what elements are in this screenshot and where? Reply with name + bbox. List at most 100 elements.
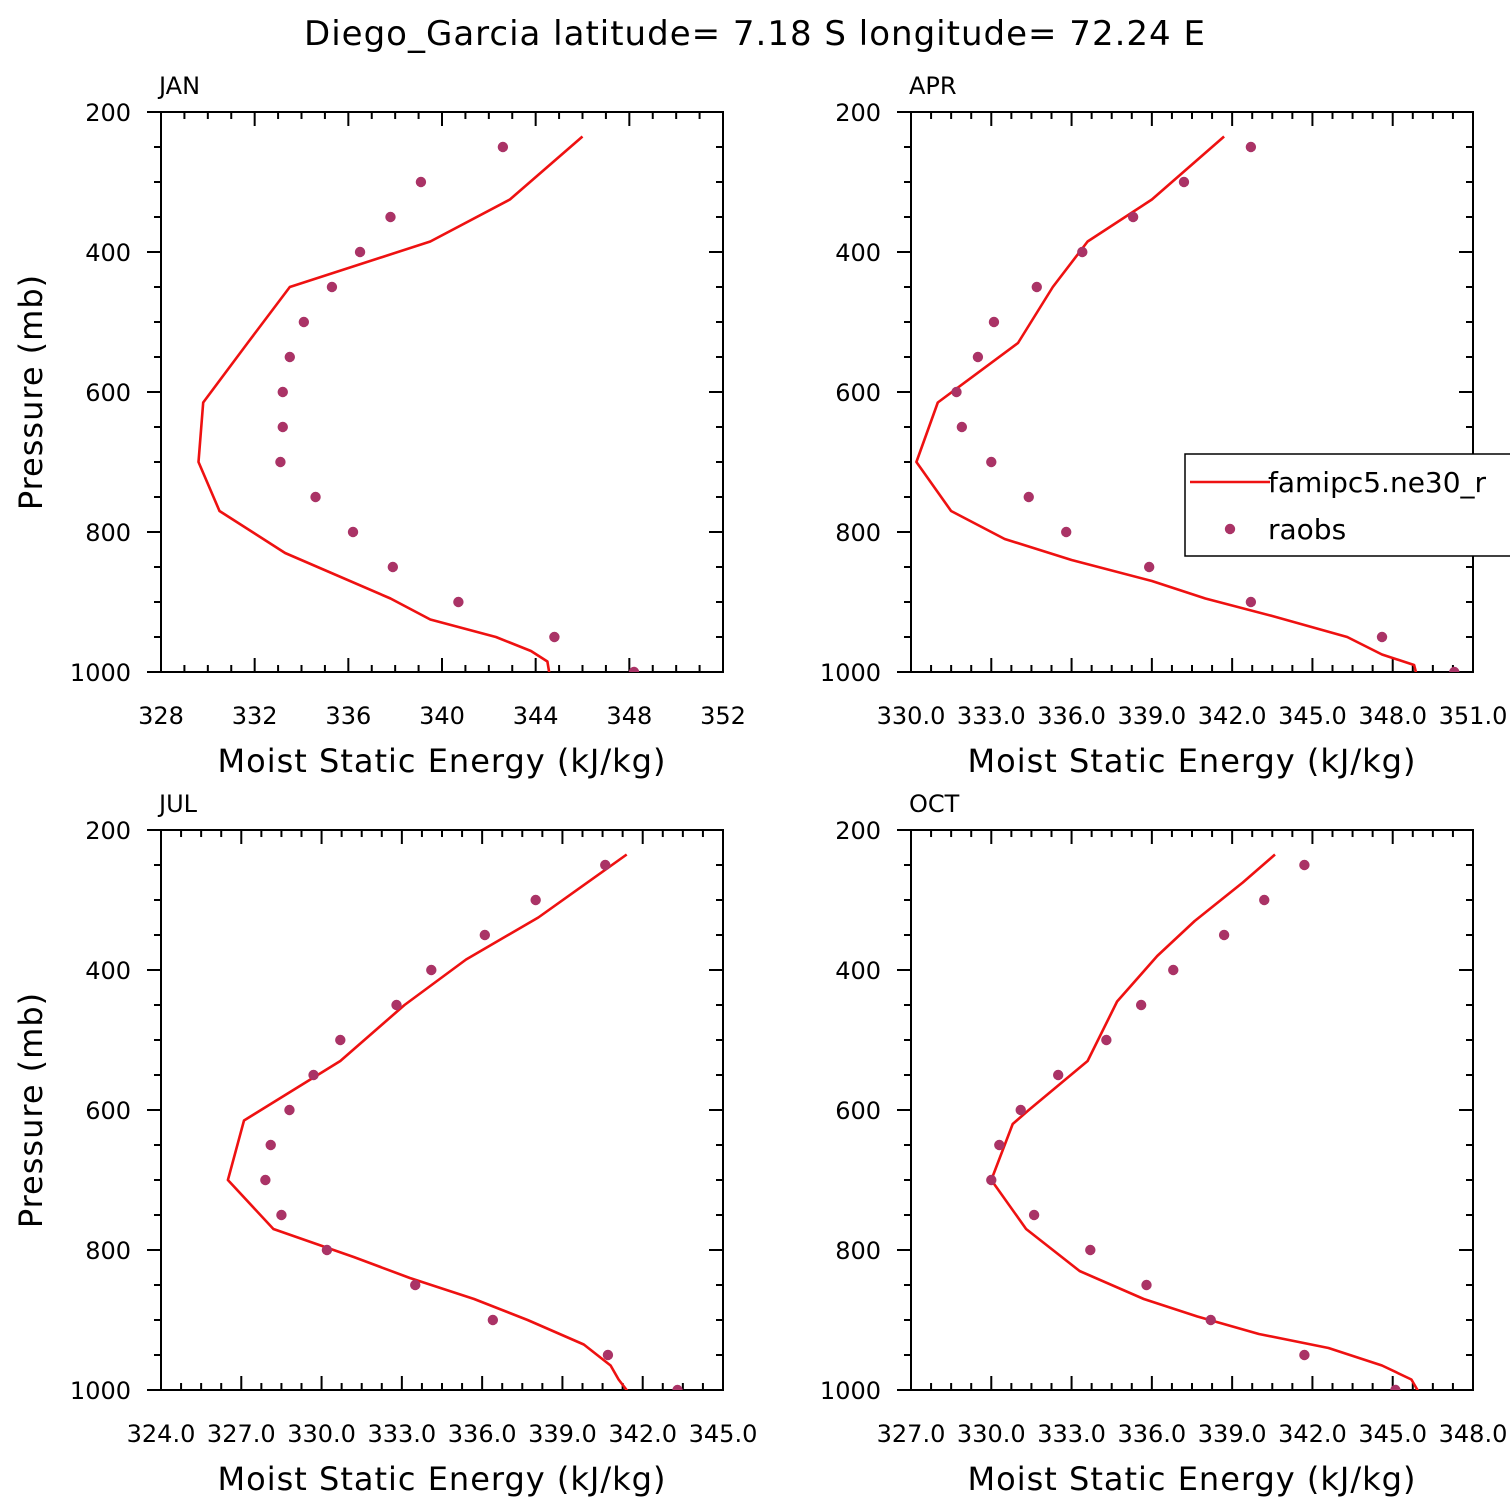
obs-point (1031, 281, 1042, 293)
plot-frame (160, 829, 724, 1391)
y-tick-label: 800 (85, 1237, 131, 1265)
obs-point (277, 421, 288, 433)
obs-point (284, 351, 295, 363)
obs-point (335, 1034, 346, 1046)
x-tick-label: 339.0 (1198, 1420, 1267, 1448)
obs-point (994, 1139, 1005, 1151)
legend-box (1184, 453, 1510, 557)
x-tick-label: 340 (419, 702, 465, 730)
obs-point (1052, 1069, 1064, 1081)
obs-point (1143, 561, 1155, 573)
x-tick-label: 348.0 (1439, 1420, 1508, 1448)
panel-oct: 327.0 330.0 333.0 336.0 339.0 342.0 345.0 348.0… (820, 790, 1507, 1498)
obs-point (1390, 1384, 1401, 1390)
panel-jan: 328 332 336 340 344 348 352 200 400 600 800 1000 JAN… (12, 72, 746, 780)
panel-label: APR (909, 72, 957, 100)
obs-point (1015, 1104, 1026, 1116)
obs-point (1299, 859, 1310, 871)
x-tick-label: 336.0 (1117, 1420, 1186, 1448)
model-series-line (197, 135, 584, 672)
panel-jul: 324.0 327.0 330.0 333.0 336.0 339.0 342.0 345.0… (12, 790, 757, 1498)
y-tick-label: 400 (85, 957, 131, 985)
obs-point (426, 964, 437, 976)
x-tick-label: 342.0 (1198, 702, 1267, 730)
obs-point (479, 929, 491, 941)
x-tick-label: 348 (606, 702, 652, 730)
obs-point (1299, 1349, 1310, 1361)
y-axis-label: Pressure (mb) (12, 274, 50, 510)
obs-point (549, 631, 560, 643)
y-tick-label: 400 (835, 957, 881, 985)
obs-point (1127, 211, 1139, 223)
obs-point (1101, 1034, 1112, 1046)
obs-point (391, 999, 402, 1011)
model-series-line (989, 853, 1419, 1390)
obs-point (326, 281, 338, 293)
obs-point (602, 1349, 614, 1361)
obs-point (530, 894, 541, 906)
obs-point (321, 1244, 333, 1256)
obs-point (986, 1174, 997, 1186)
x-tick-label: 336.0 (448, 1420, 517, 1448)
y-tick-label: 400 (835, 239, 881, 267)
plot-data (986, 853, 1419, 1390)
y-tick-label: 400 (85, 239, 131, 267)
x-axis-label: Moist Static Energy (kJ/kg) (218, 1460, 667, 1498)
obs-point (1077, 246, 1088, 258)
obs-point (1141, 1279, 1152, 1291)
plot-data (915, 135, 1460, 672)
x-tick-label: 351.0 (1439, 702, 1508, 730)
obs-point (1449, 666, 1460, 672)
y-tick-label: 1000 (70, 659, 131, 687)
plot-data (197, 135, 640, 672)
legend-marker-swatch (1224, 523, 1236, 535)
x-tick-label: 345.0 (689, 1420, 758, 1448)
x-tick-label: 336 (325, 702, 371, 730)
y-tick-label: 1000 (70, 1377, 131, 1405)
x-tick-label: 330.0 (287, 1420, 356, 1448)
obs-point (672, 1384, 683, 1390)
legend-label-obs: raobs (1268, 513, 1346, 546)
x-tick-label: 332 (232, 702, 278, 730)
x-tick-label: 330.0 (877, 702, 946, 730)
obs-point (1259, 894, 1270, 906)
obs-point (284, 1104, 295, 1116)
x-tick-label: 336.0 (1037, 702, 1106, 730)
obs-point (308, 1069, 319, 1081)
x-tick-label: 342.0 (608, 1420, 677, 1448)
obs-point (265, 1139, 276, 1151)
x-tick-label: 339.0 (1117, 702, 1186, 730)
x-tick-label: 328 (138, 702, 184, 730)
y-tick-label: 200 (85, 99, 131, 127)
y-tick-label: 600 (835, 379, 881, 407)
obs-point (1085, 1244, 1096, 1256)
obs-point (988, 316, 1000, 328)
model-series-line (226, 853, 629, 1390)
y-tick-label: 200 (85, 817, 131, 845)
x-axis-label: Moist Static Energy (kJ/kg) (968, 1460, 1417, 1498)
x-tick-label: 330.0 (957, 1420, 1026, 1448)
x-axis-label: Moist Static Energy (kJ/kg) (218, 742, 667, 780)
obs-point (1205, 1314, 1216, 1326)
x-axis-label: Moist Static Energy (kJ/kg) (968, 742, 1417, 780)
obs-point (1135, 999, 1147, 1011)
y-tick-label: 600 (85, 1097, 131, 1125)
plot-data (226, 853, 683, 1390)
obs-point (277, 386, 288, 398)
obs-point (347, 526, 359, 538)
x-tick-label: 324.0 (127, 1420, 196, 1448)
obs-point (1168, 964, 1179, 976)
x-tick-label: 348.0 (1358, 702, 1427, 730)
x-tick-label: 327.0 (877, 1420, 946, 1448)
y-tick-label: 200 (835, 817, 881, 845)
panels: 328 332 336 340 344 348 352 200 400 600 800 1000 JAN… (12, 72, 1507, 1498)
x-tick-label: 352 (700, 702, 746, 730)
y-tick-label: 800 (835, 519, 881, 547)
obs-point (956, 421, 968, 433)
y-tick-label: 800 (85, 519, 131, 547)
obs-point (628, 666, 640, 672)
x-tick-label: 333.0 (367, 1420, 436, 1448)
obs-point (487, 1314, 499, 1326)
panel-label: JAN (157, 72, 200, 100)
